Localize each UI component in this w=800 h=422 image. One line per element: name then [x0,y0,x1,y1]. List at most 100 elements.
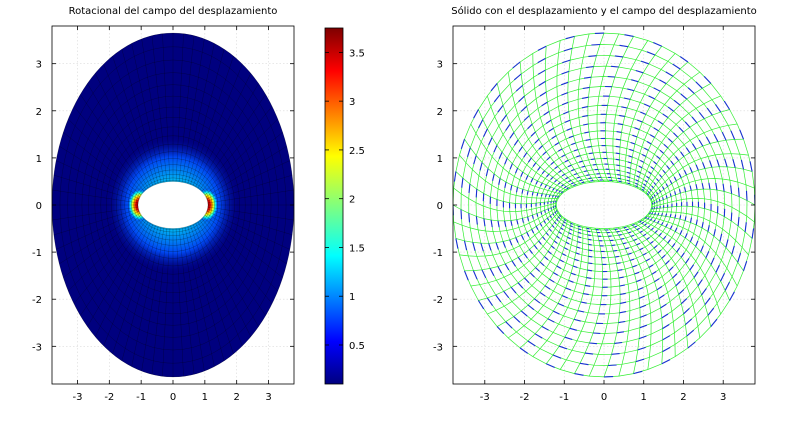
displacement-arrow [610,65,619,68]
rotational-heatmap [52,33,294,377]
displacement-arrow [663,143,669,149]
displacement-arrow [587,269,593,272]
displacement-arrow [530,131,536,137]
mesh-spoke [103,64,154,186]
mesh-spoke [121,49,159,184]
displacement-arrow [649,218,653,221]
displacement-arrow [723,100,731,110]
displacement-arrow [713,134,719,142]
y-tick-label: -3 [32,342,42,353]
mesh-spoke [207,189,294,204]
displacement-arrow [544,285,551,290]
displacement-arrow [563,47,573,52]
displacement-arrow [619,311,627,314]
displacement-arrow [577,225,581,228]
mesh-spoke [112,56,156,185]
x-tick-label: 3 [720,392,726,403]
y-tick-label: 2 [437,107,443,118]
displacement-arrow [549,215,552,218]
displacement-arrow [557,216,561,219]
displacement-arrow [510,286,517,294]
mesh-spoke [651,198,755,223]
mesh-spoke [68,216,143,292]
displacement-arrow [659,174,663,178]
displacement-arrow [518,95,525,103]
displacement-arrow [548,228,552,232]
displacement-arrow [721,131,727,141]
displacement-arrow [561,92,569,96]
mesh-spoke [559,227,596,370]
displacement-arrow [527,340,536,347]
displacement-arrow [521,234,525,240]
displacement-arrow [543,220,546,224]
displacement-arrow [530,178,534,183]
displacement-arrow [550,161,555,165]
displacement-arrow [647,191,651,194]
displacement-arrow [551,224,555,228]
displacement-arrow [582,115,588,118]
displacement-arrow [547,250,552,255]
mesh-spoke [199,94,266,190]
displacement-arrow [540,182,543,187]
displacement-arrow [554,165,559,170]
displacement-arrow [554,142,560,146]
displacement-arrow [493,94,501,103]
displacement-arrow [651,271,657,275]
mesh-spoke [178,228,195,375]
displacement-arrow [648,95,655,100]
displacement-arrow [488,137,493,146]
displacement-arrow [616,164,620,167]
mesh-spoke [453,207,557,232]
mesh-spoke [207,206,294,221]
displacement-arrow [509,163,513,170]
displacement-arrow [479,162,483,171]
displacement-arrow [490,83,498,92]
displacement-arrow [527,157,532,163]
y-tick-label: -3 [433,342,443,353]
mesh-spoke [131,227,162,367]
displacement-arrow [637,346,646,351]
mesh-spoke [197,83,259,189]
displacement-arrow [707,225,710,232]
displacement-arrow [513,73,522,81]
colorbar-tick-label: 0.5 [349,341,365,352]
displacement-arrow [687,341,696,349]
displacement-arrow [627,161,632,164]
displacement-arrow [640,60,649,65]
displacement-arrow [630,141,636,145]
displacement-arrow [584,76,592,79]
displacement-arrow [641,188,645,191]
displacement-arrow [517,282,524,289]
mesh-spoke [175,33,184,182]
displacement-arrow [563,219,567,222]
displacement-arrow [719,233,723,242]
displacement-arrow [737,187,740,197]
left-panel: Rotacional del campo del desplazamiento … [32,6,295,403]
displacement-arrow [662,346,671,353]
displacement-arrow [566,187,569,190]
displacement-arrow [660,303,667,309]
displacement-arrow [619,44,629,48]
displacement-arrow [640,160,645,163]
displacement-arrow [679,230,683,235]
displacement-arrow [588,255,593,258]
displacement-arrow [643,183,646,186]
displacement-arrow [661,254,666,259]
displacement-arrow [662,335,671,341]
displacement-arrow [574,258,579,262]
x-tick-label: 1 [202,392,208,403]
displacement-arrow [673,132,679,138]
displacement-arrow [545,232,549,236]
displacement-arrow [563,111,570,115]
deformed-mesh [453,32,755,378]
mesh-spoke [617,227,652,370]
displacement-arrow [661,359,671,365]
displacement-arrow [680,298,688,305]
colorbar-ticks: 0.5 1 1.5 2 2.5 3 3.5 [325,48,365,352]
displacement-arrow [532,162,537,167]
displacement-arrow [559,259,564,263]
displacement-arrow [552,354,562,359]
displacement-arrow [582,123,589,126]
displacement-arrow [531,214,534,219]
mesh-spoke [53,174,139,202]
